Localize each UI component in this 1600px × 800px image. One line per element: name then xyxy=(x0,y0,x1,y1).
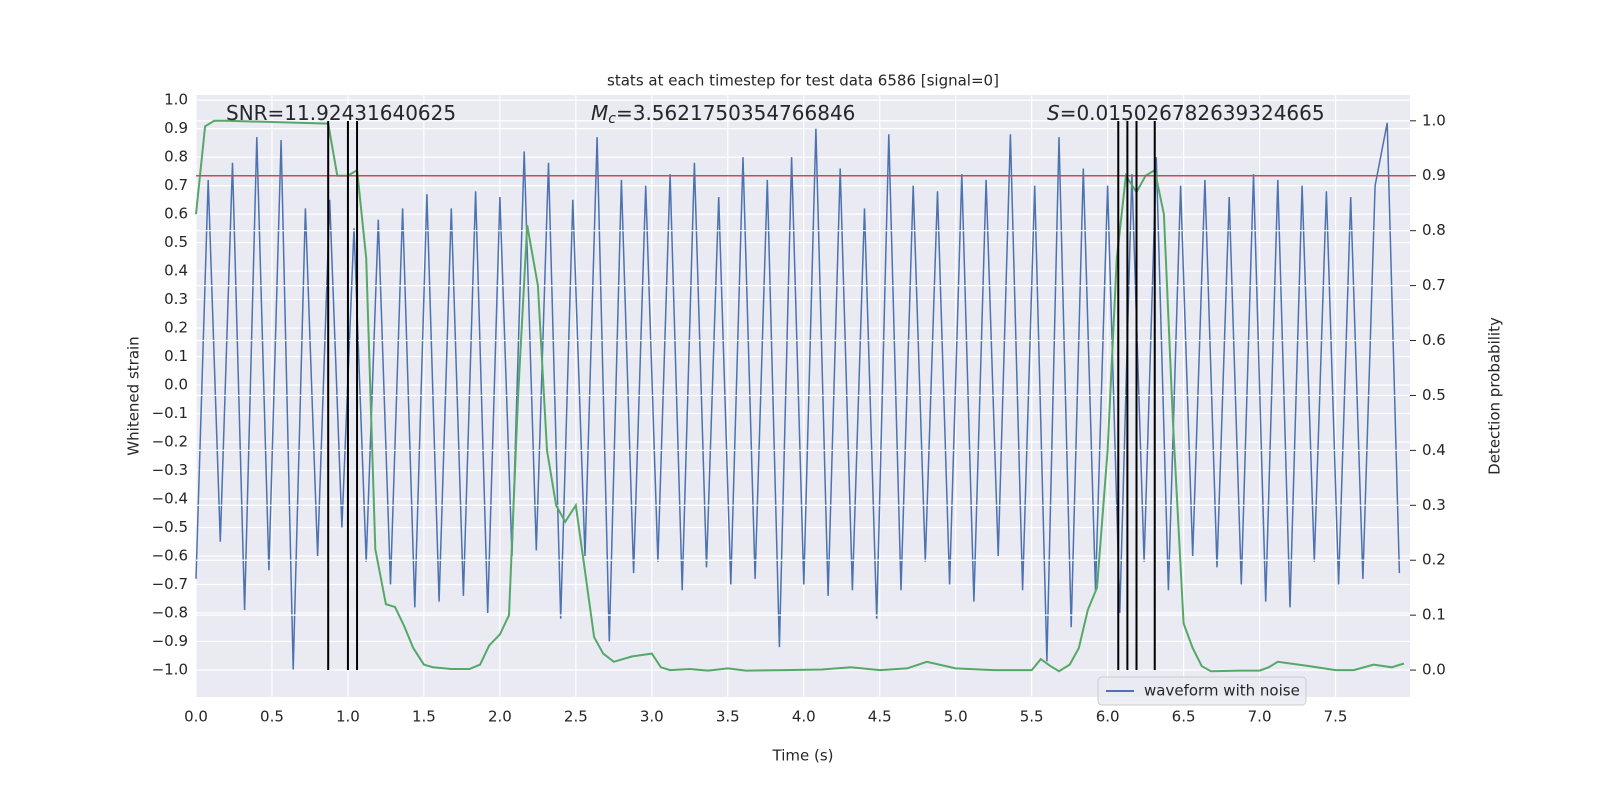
y-tick-label: 0.5 xyxy=(164,233,188,251)
y-tick-label: 0.1 xyxy=(164,347,188,365)
annotation-text: =3.5621750354766846 xyxy=(616,101,855,125)
y-tick-label: −0.8 xyxy=(152,603,188,621)
y-tick-label: −0.3 xyxy=(152,461,188,479)
y-tick-label: −1.0 xyxy=(152,660,188,678)
y-tick-label: 0.9 xyxy=(164,119,188,137)
y2-tick-label: 0.4 xyxy=(1422,441,1446,459)
x-tick-label: 6.0 xyxy=(1096,708,1120,726)
annotation-subscript: c xyxy=(608,111,616,127)
annotation: S=0.015026782639324665 xyxy=(1047,101,1325,125)
x-tick-label: 5.0 xyxy=(944,708,968,726)
x-tick-label: 2.0 xyxy=(488,708,512,726)
y-axis-label: Whitened strain xyxy=(125,336,143,455)
annotation: Mc=3.5621750354766846 xyxy=(591,101,855,128)
y-tick-label: −0.1 xyxy=(152,404,188,422)
y-tick-label: −0.6 xyxy=(152,546,188,564)
annotation-symbol: S xyxy=(1047,101,1060,125)
y2-tick-label: 0.8 xyxy=(1422,221,1446,239)
x-tick-label: 5.5 xyxy=(1020,708,1044,726)
y-tick-label: 0.8 xyxy=(164,148,188,166)
legend-box xyxy=(1097,676,1307,706)
y-tick-label: −0.5 xyxy=(152,518,188,536)
y2-tick-label: 0.5 xyxy=(1422,386,1446,404)
y2-tick-label: 1.0 xyxy=(1422,111,1446,129)
y-tick-label: 0.0 xyxy=(164,376,188,394)
y-tick-label: −0.2 xyxy=(152,433,188,451)
x-tick-label: 1.5 xyxy=(412,708,436,726)
annotation-symbol: M xyxy=(591,101,608,125)
y-tick-label: 1.0 xyxy=(164,91,188,109)
legend-label: waveform with noise xyxy=(1144,682,1300,700)
x-tick-label: 1.0 xyxy=(336,708,360,726)
y-tick-label: −0.9 xyxy=(152,632,188,650)
waveform-line xyxy=(195,122,1401,670)
y2-axis-label: Detection probability xyxy=(1486,317,1504,475)
annotation: SNR=11.92431640625 xyxy=(226,101,456,125)
x-tick-label: 2.5 xyxy=(564,708,588,726)
x-tick-label: 4.5 xyxy=(868,708,892,726)
x-tick-label: 0.5 xyxy=(260,708,284,726)
probability-line xyxy=(195,119,1405,673)
x-tick-label: 3.0 xyxy=(640,708,664,726)
y-tick-label: 0.6 xyxy=(164,205,188,223)
y-tick-label: 0.4 xyxy=(164,262,188,280)
y2-tick-label: 0.6 xyxy=(1422,331,1446,349)
x-tick-label: 3.5 xyxy=(716,708,740,726)
y-tick-label: 0.7 xyxy=(164,176,188,194)
x-tick-label: 4.0 xyxy=(792,708,816,726)
y-tick-label: 0.2 xyxy=(164,319,188,337)
y-tick-label: 0.3 xyxy=(164,290,188,308)
annotation-text: SNR=11.92431640625 xyxy=(226,101,456,125)
y2-tick-label: 0.2 xyxy=(1422,551,1446,569)
x-tick-label: 7.0 xyxy=(1248,708,1272,726)
x-tick-label: 6.5 xyxy=(1172,708,1196,726)
annotation-text: =0.015026782639324665 xyxy=(1060,101,1325,125)
y2-tick-label: 0.3 xyxy=(1422,496,1446,514)
y-tick-label: −0.7 xyxy=(152,575,188,593)
chart-title: stats at each timestep for test data 658… xyxy=(607,72,999,90)
y2-tick-label: 0.9 xyxy=(1422,166,1446,184)
y2-tick-label: 0.1 xyxy=(1422,606,1446,624)
x-axis-label: Time (s) xyxy=(772,747,834,765)
y-tick-label: −0.4 xyxy=(152,489,188,507)
y2-tick-label: 0.7 xyxy=(1422,276,1446,294)
x-tick-label: 7.5 xyxy=(1324,708,1348,726)
x-tick-label: 0.0 xyxy=(184,708,208,726)
y2-tick-label: 0.0 xyxy=(1422,661,1446,679)
